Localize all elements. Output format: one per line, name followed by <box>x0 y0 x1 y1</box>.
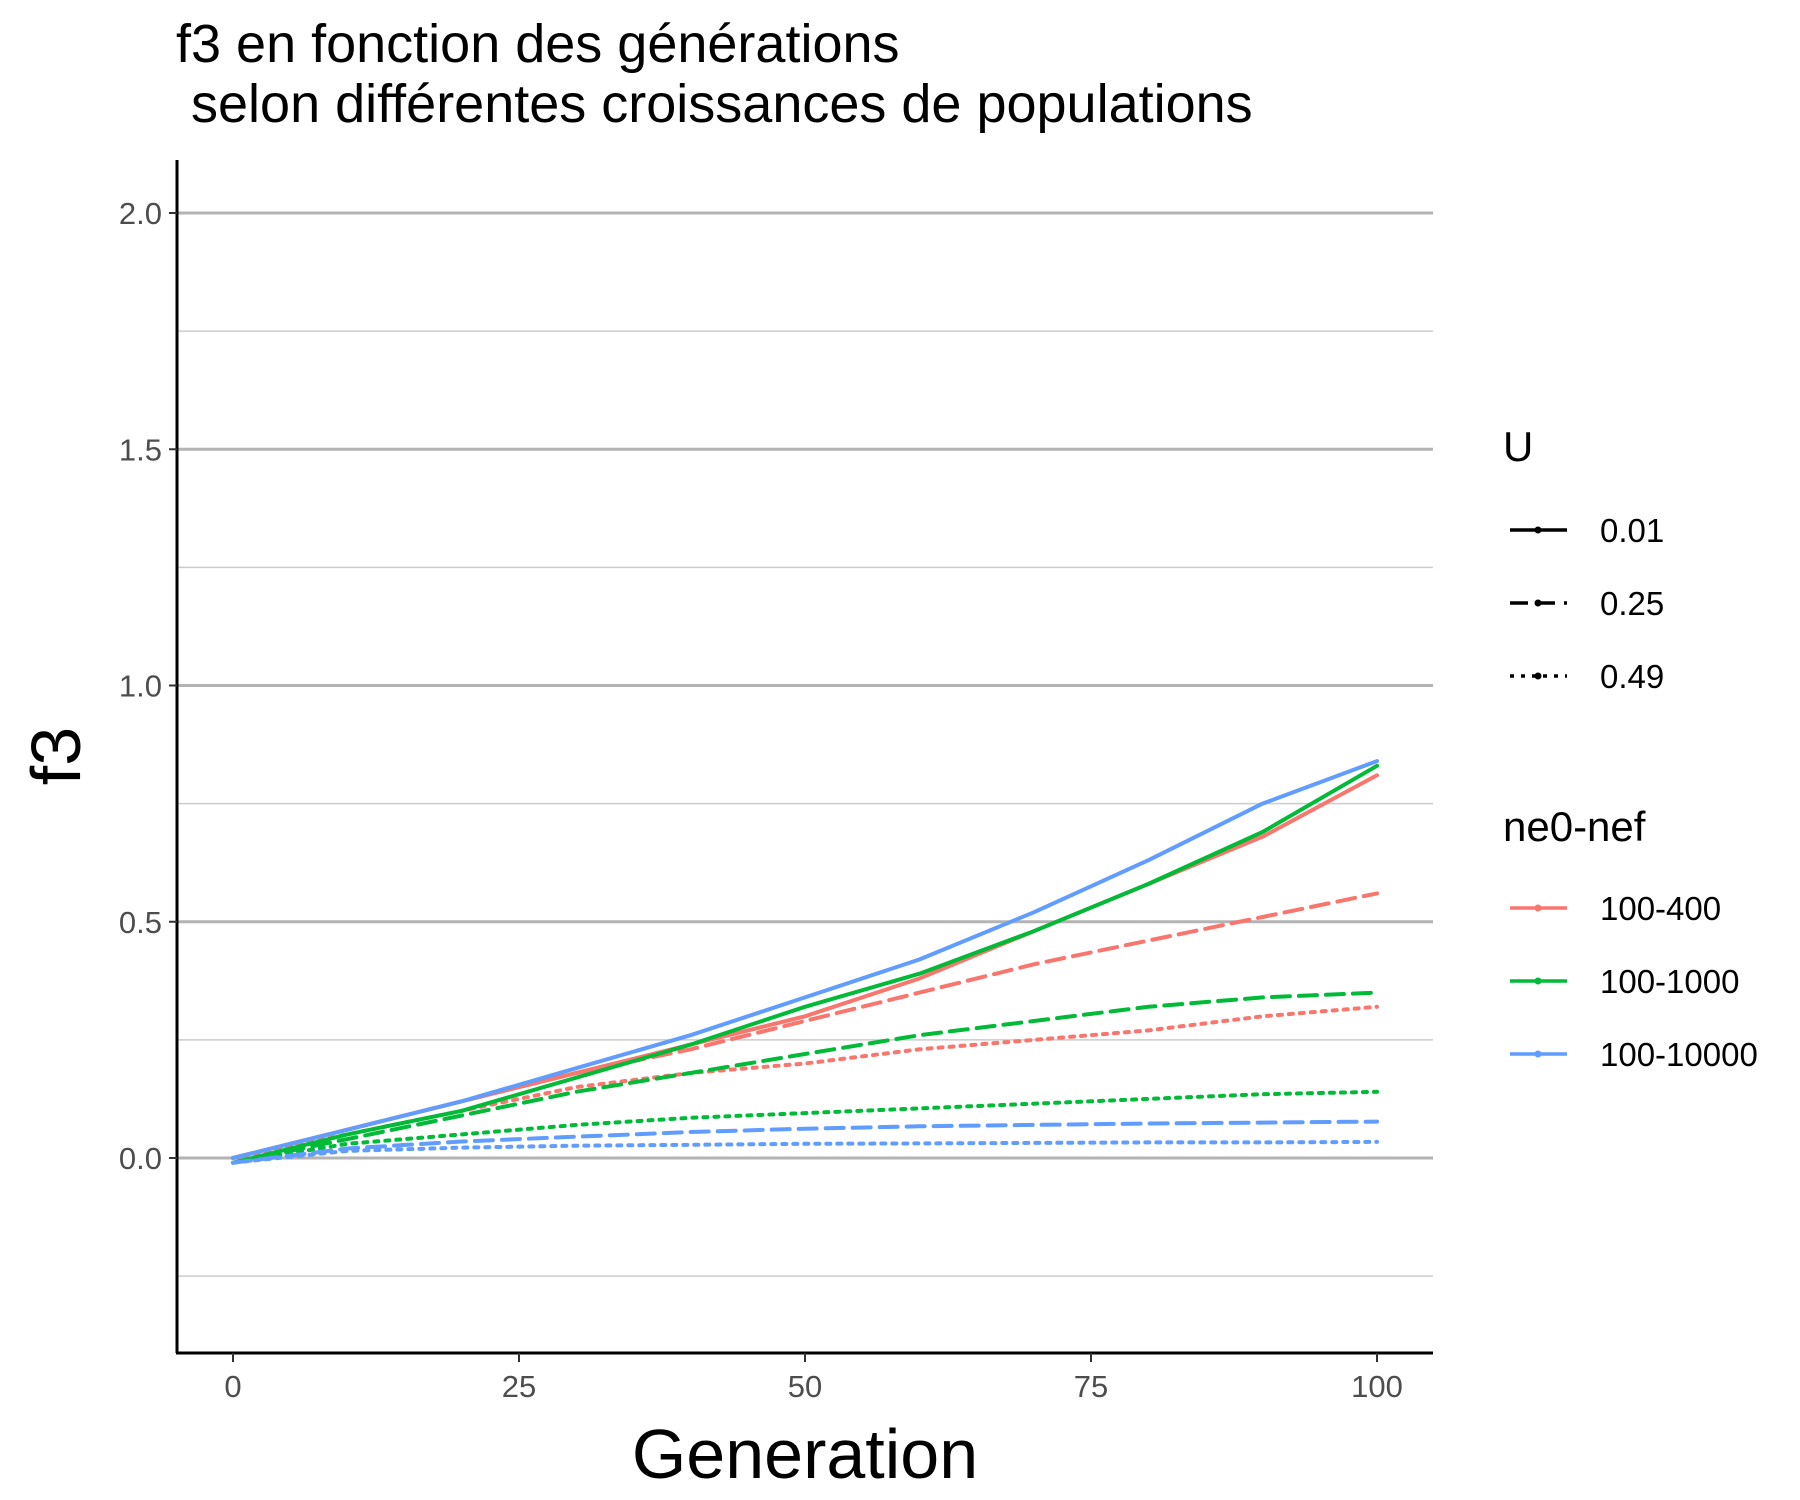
chart-title-line-2: selon différentes croissances de populat… <box>176 74 1253 134</box>
x-tick-label: 100 <box>1351 1369 1403 1404</box>
y-tick-label: 1.5 <box>119 432 162 467</box>
y-tick-label: 0.5 <box>119 905 162 940</box>
legend-group-key-point <box>1534 977 1542 985</box>
legend-u-key-point <box>1534 599 1542 607</box>
series-line-100-1000-u0.49 <box>231 1089 1379 1165</box>
legend-group-label: 100-10000 <box>1600 1036 1758 1073</box>
legend-u-label: 0.01 <box>1600 512 1664 549</box>
x-tick-label: 75 <box>1074 1369 1108 1404</box>
legend-group-key-point <box>1534 1050 1542 1058</box>
legend-group-label: 100-400 <box>1600 890 1721 927</box>
legend-group-title: ne0-nef <box>1503 803 1646 850</box>
grid-lines <box>177 211 1433 1277</box>
legend-group-key-point <box>1534 904 1542 912</box>
y-tick-label: 1.0 <box>119 669 162 704</box>
y-axis-title: f3 <box>17 727 95 785</box>
legend-ne0-nef: ne0-nef 100-400 100-1000 100-10000 <box>1503 803 1758 1073</box>
y-tick-label: 2.0 <box>119 196 162 231</box>
legend-u-label: 0.25 <box>1600 585 1664 622</box>
x-tick-label: 0 <box>224 1369 241 1404</box>
series-lines <box>231 759 1379 1165</box>
chart-title-line-1: f3 en fonction des générations <box>176 14 900 74</box>
legend-u: U 0.01 0.25 0.49 <box>1503 423 1664 695</box>
x-axis-title: Generation <box>632 1415 978 1493</box>
legend-u-key-point <box>1534 672 1542 680</box>
legend-u-title: U <box>1503 423 1533 470</box>
series-line-100-10000-u0.25 <box>231 1119 1379 1165</box>
series-line-100-1000-u0.25 <box>231 990 1379 1165</box>
x-axis-ticks: 0 25 50 75 100 <box>224 1353 1403 1404</box>
series-line-100-1000-u0.01 <box>231 763 1379 1165</box>
x-tick-label: 50 <box>788 1369 822 1404</box>
legend-u-key-point <box>1534 526 1542 534</box>
series-line-100-10000-u0.49 <box>231 1139 1379 1165</box>
legend-group-label: 100-1000 <box>1600 963 1739 1000</box>
series-line-100-10000-u0.01 <box>231 759 1379 1160</box>
y-tick-label: 0.0 <box>119 1141 162 1176</box>
y-axis-ticks: 0.0 0.5 1.0 1.5 2.0 <box>119 196 177 1176</box>
x-tick-label: 25 <box>502 1369 536 1404</box>
legend-u-label: 0.49 <box>1600 658 1664 695</box>
